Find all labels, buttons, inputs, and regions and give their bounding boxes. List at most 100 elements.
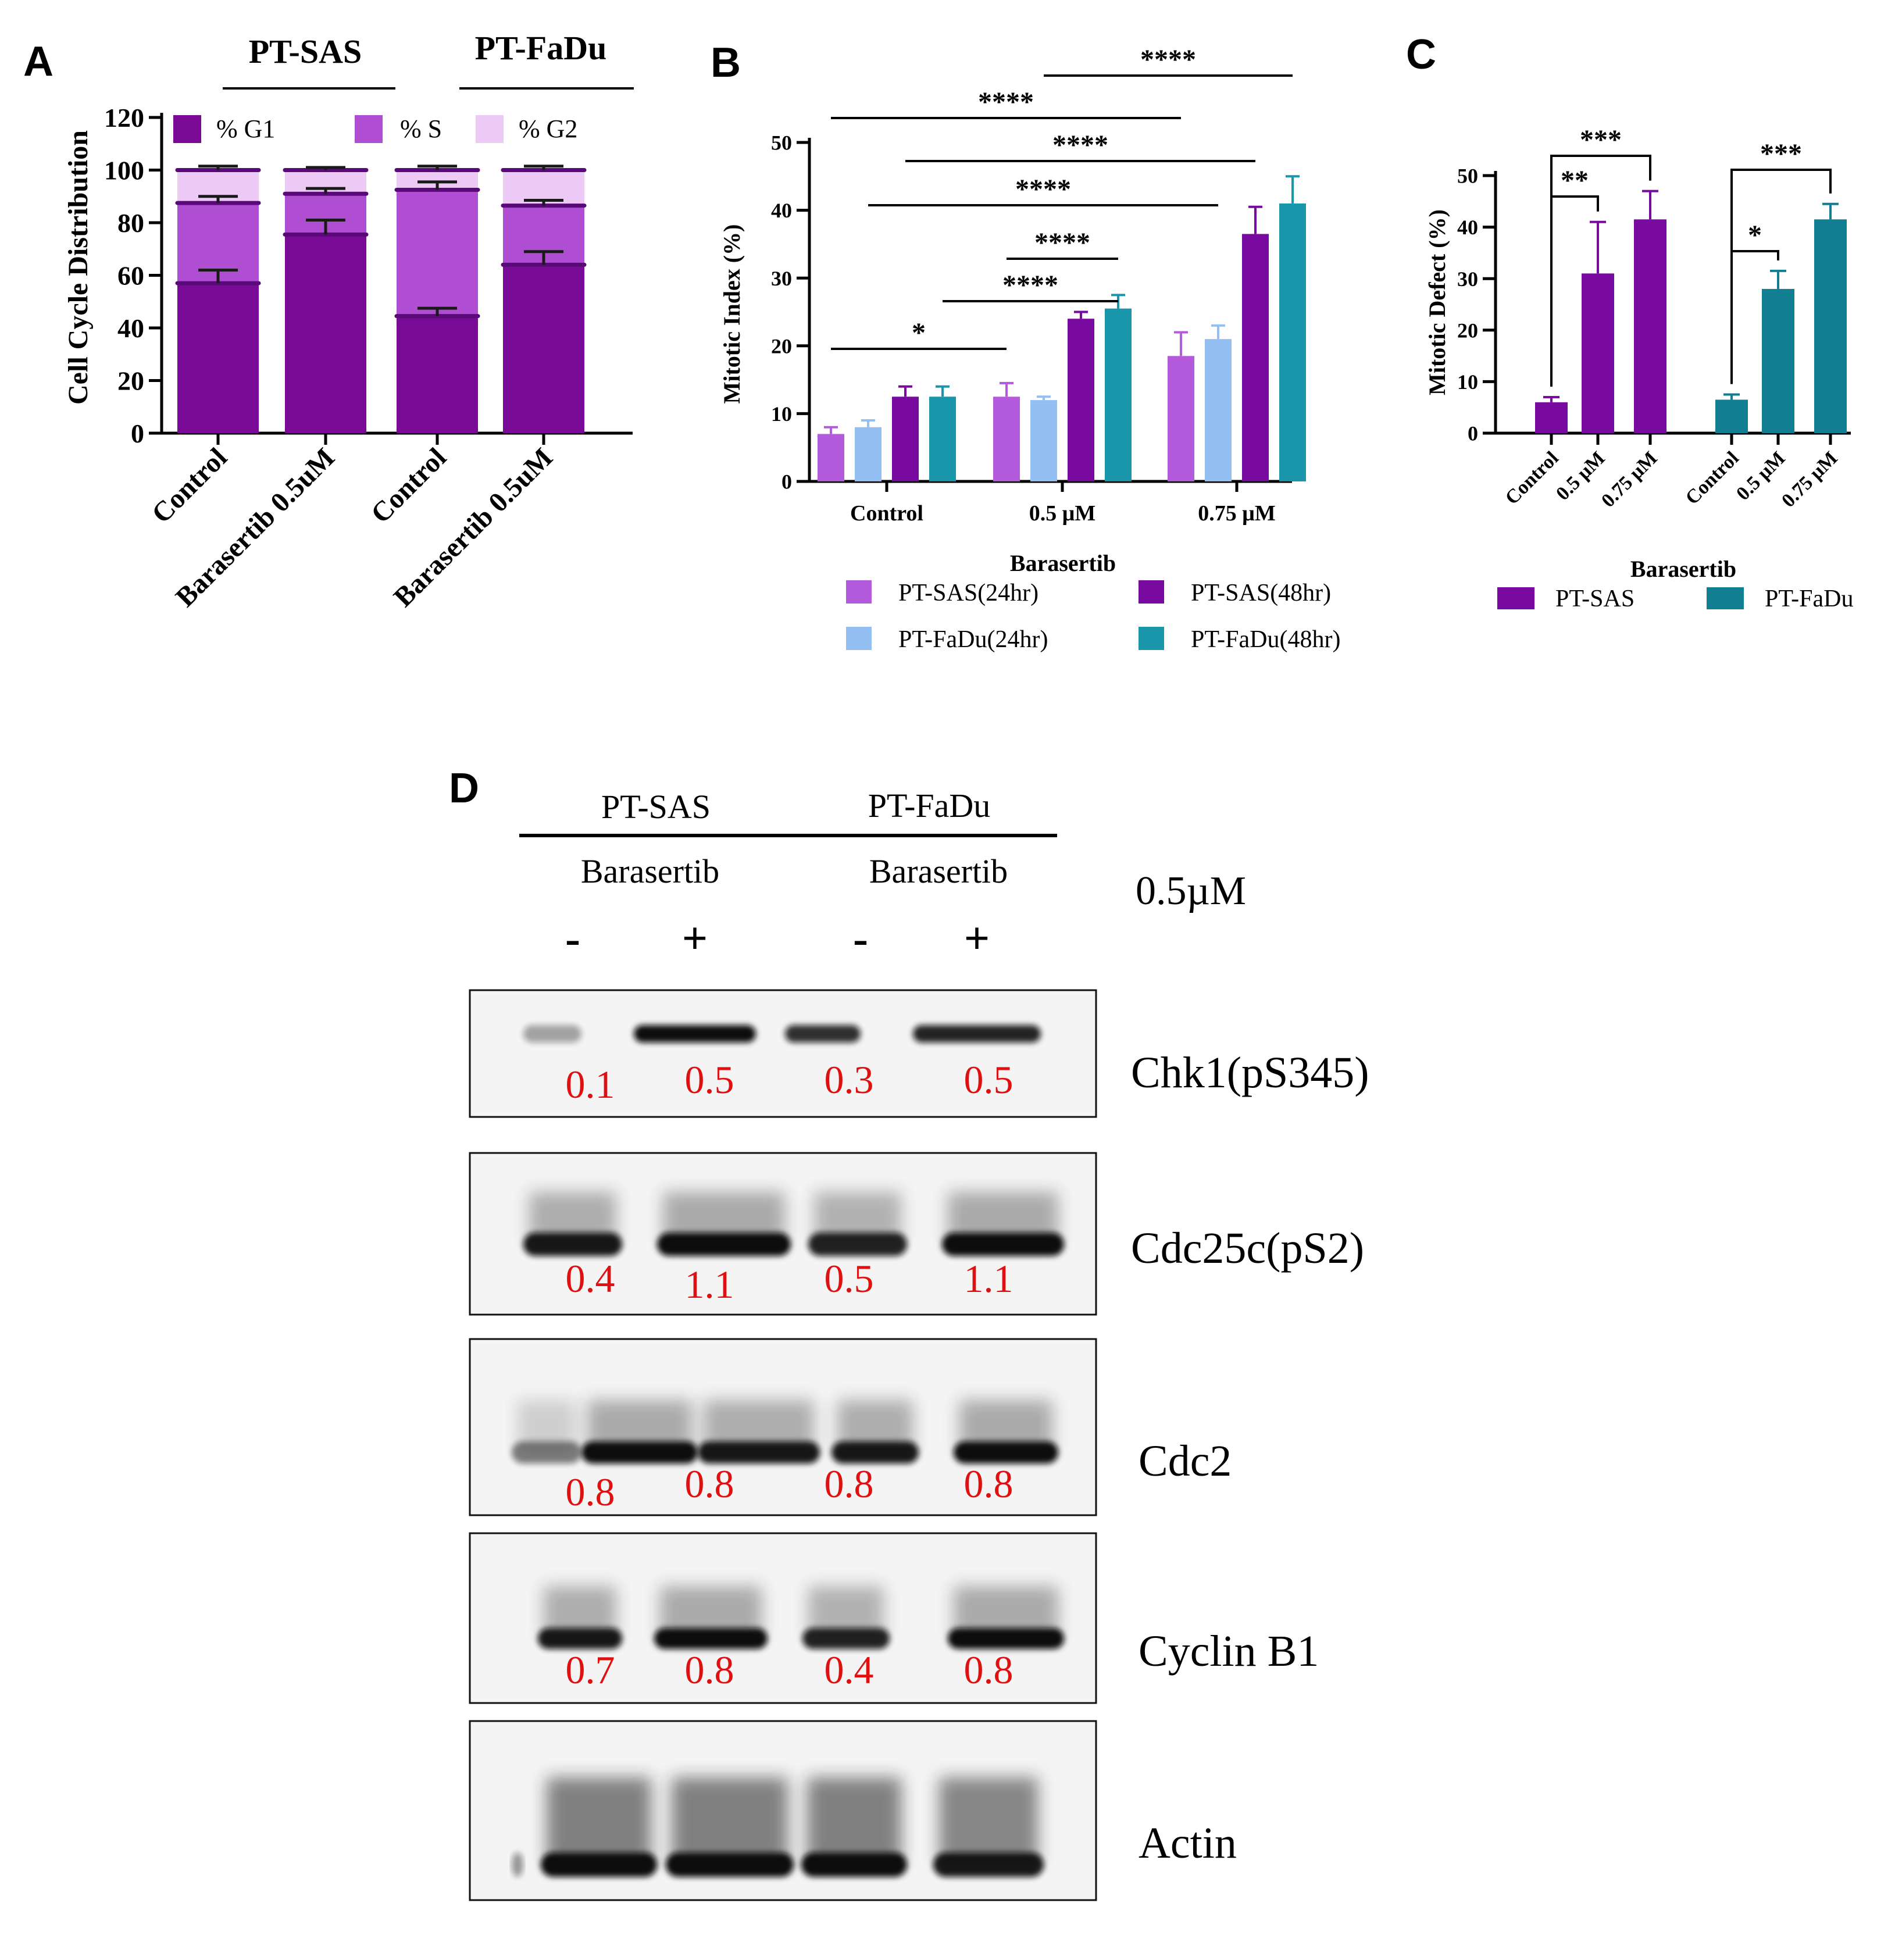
blot-quant-value: 0.4 <box>825 1648 874 1692</box>
b-x-tick-label: 0.5 μM <box>1029 501 1095 526</box>
a-y-tick-label: 60 <box>117 261 144 291</box>
blot-row: 0.1 0.5 0.3 0.5 Chk1(pS345) <box>469 989 1369 1118</box>
legend-swatch-fadu48 <box>1139 627 1164 650</box>
blot-row: 0.7 0.8 0.4 0.8 Cyclin B1 <box>469 1532 1319 1704</box>
blot-quant-value: 0.8 <box>685 1462 734 1506</box>
blot-smear <box>807 1777 901 1865</box>
significance-label-c: *** <box>1580 124 1622 155</box>
c-x-tick-label: Control <box>1682 447 1743 509</box>
blot-row: 0.4 1.1 0.5 1.1 Cdc25c(pS2) <box>469 1152 1364 1316</box>
blot-quant-value: 0.5 <box>825 1256 874 1301</box>
group-label-pt-fadu: PT-FaDu <box>475 29 607 67</box>
a-y-tick-label: 20 <box>117 366 144 396</box>
axis-a: 0 20 40 60 80 100 120 <box>104 103 633 448</box>
bar-b-ptsas24hr <box>818 434 844 481</box>
y-axis-label-c: Mitotic Defect (%) <box>1424 209 1450 395</box>
c-y-tick-label: 10 <box>1457 370 1478 394</box>
bars-c <box>1535 190 1847 433</box>
x-axis-label-c: Barasertib <box>1630 556 1736 582</box>
blot-band <box>785 1025 861 1043</box>
bar-a-s <box>397 190 478 316</box>
bar-b-ptfadu48hr <box>1105 308 1132 481</box>
blot-band <box>948 1628 1064 1649</box>
significance-b: ************************* <box>831 44 1293 350</box>
c-y-tick-label: 40 <box>1457 216 1478 239</box>
bars-a <box>175 165 587 433</box>
significance-label-b: **** <box>1034 227 1090 258</box>
c-y-tick-label: 20 <box>1457 319 1478 342</box>
blot-band <box>831 1441 919 1463</box>
b-y-tick-label: 40 <box>771 199 792 222</box>
legend-b: PT-SAS(24hr) PT-SAS(48hr) PT-FaDu(24hr) … <box>846 580 1340 653</box>
blot-smear <box>939 1777 1038 1865</box>
blot-band <box>634 1025 756 1043</box>
c-x-tick-label: Control <box>1501 447 1563 509</box>
bar-b-ptfadu24hr <box>855 427 882 481</box>
blot-quant-value: 0.4 <box>566 1256 615 1301</box>
blot-band <box>698 1441 820 1463</box>
blot-quant-value: 0.8 <box>964 1648 1013 1692</box>
bar-b-ptfadu24hr <box>1030 400 1057 481</box>
blot-band <box>654 1628 768 1649</box>
c-y-tick-label: 50 <box>1457 165 1478 188</box>
b-y-tick-label: 20 <box>771 334 792 358</box>
blot-row: 0.8 0.8 0.8 0.8 Cdc2 <box>469 1338 1232 1516</box>
blot-band <box>538 1628 622 1649</box>
significance-label-c: ** <box>1561 165 1589 196</box>
bar-b-ptsas48hr <box>1242 234 1269 481</box>
panel-letter-a: A <box>23 38 53 85</box>
a-x-tick-label: Control <box>365 442 452 529</box>
y-axis-label-b: Mitotic Index (%) <box>719 224 745 404</box>
blot-membrane <box>469 989 1097 1118</box>
significance-label-b: **** <box>978 87 1034 117</box>
significance-label-b: **** <box>1052 130 1108 160</box>
bars-b <box>818 175 1306 481</box>
blot-dose: 0.5µM <box>1136 869 1246 913</box>
blot-rows: 0.1 0.5 0.3 0.5 Chk1(pS345) 0.4 1.1 0.5 1.1 Cdc25… <box>469 989 1369 1901</box>
blot-band <box>581 1441 698 1463</box>
bar-c-ptsas <box>1634 219 1666 433</box>
bar-b-ptfadu48hr <box>929 397 956 481</box>
bar-b-ptsas48hr <box>1068 319 1094 481</box>
c-x-tick-label: 0.75 μM <box>1778 447 1842 512</box>
legend-label-g2: % G2 <box>519 115 577 143</box>
bar-c-ptfadu <box>1715 399 1748 433</box>
significance-label-b: **** <box>1015 174 1071 205</box>
blot-row: Actin <box>469 1720 1237 1901</box>
panel-letter-c: C <box>1406 31 1436 78</box>
blot-quant-value: 0.1 <box>566 1062 615 1106</box>
bar-a-g1 <box>503 265 584 433</box>
blot-band <box>808 1233 907 1256</box>
b-x-tick-label: 0.75 μM <box>1198 501 1275 526</box>
blot-lane-sign: + <box>682 913 708 963</box>
chart-a: PT-SAS PT-FaDu % G1 % S % G2 Cell Cycle … <box>63 29 634 613</box>
blot-protein-label: Cyclin B1 <box>1139 1627 1319 1676</box>
blot-smear <box>672 1777 788 1865</box>
legend-swatch-c-fadu <box>1707 587 1744 609</box>
significance-label-b: * <box>912 317 926 348</box>
legend-swatch-s <box>355 115 383 143</box>
y-axis-label-a: Cell Cycle Distribution <box>63 130 94 405</box>
bar-b-ptsas24hr <box>1168 356 1194 481</box>
significance-label-b: **** <box>1140 44 1196 75</box>
blot-lane-sign: - <box>853 913 868 963</box>
blot-band <box>523 1233 622 1256</box>
bar-a-g1 <box>285 234 366 433</box>
blot-band <box>954 1441 1058 1463</box>
c-y-tick-label: 0 <box>1468 422 1478 445</box>
c-y-tick-label: 30 <box>1457 267 1478 291</box>
legend-a: % G1 % S % G2 <box>173 115 577 143</box>
a-x-tick-label: Control <box>146 442 233 529</box>
legend-swatch-sas24 <box>846 580 872 604</box>
x-tick-labels-b: Control 0.5 μM 0.75 μM <box>850 481 1276 526</box>
western-blot-panel: PT-SAS PT-FaDu Barasertib Barasertib 0.5… <box>469 787 1369 1901</box>
legend-swatch-sas48 <box>1139 580 1164 604</box>
significance-label-c: * <box>1748 220 1762 251</box>
legend-label-sas24: PT-SAS(24hr) <box>898 580 1038 606</box>
blot-smear <box>547 1777 651 1865</box>
bar-c-ptsas <box>1535 402 1568 433</box>
legend-swatch-fadu24 <box>846 627 872 650</box>
blot-quant-value: 0.8 <box>964 1462 1013 1506</box>
